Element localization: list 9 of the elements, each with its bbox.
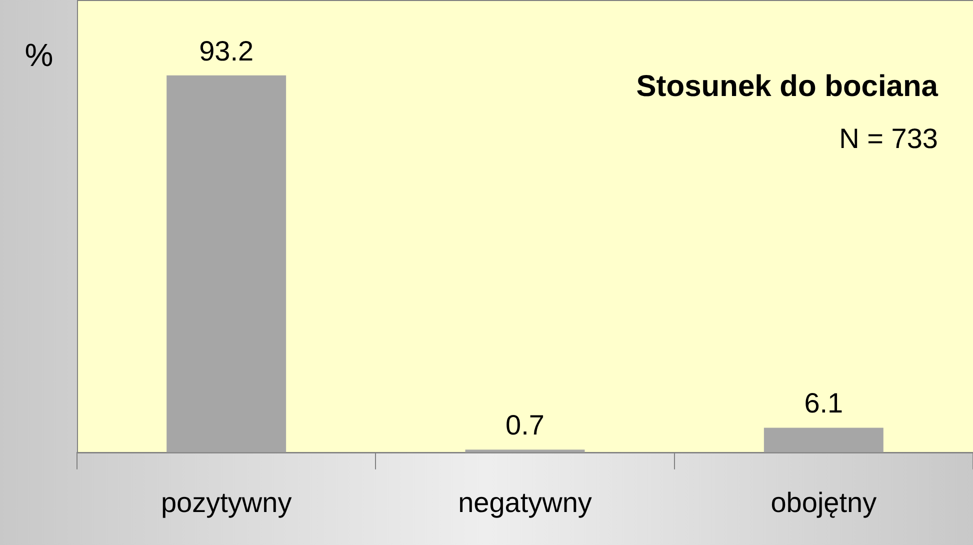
y-axis-title: % (24, 37, 54, 73)
chart-title: Stosunek do bociana (636, 70, 938, 103)
x-tick-label: pozytywny (160, 486, 292, 518)
data-label: 6.1 (804, 388, 844, 419)
x-tick-label: obojętny (770, 486, 877, 518)
x-tick-label: negatywny (458, 486, 592, 518)
data-label: 93.2 (199, 35, 254, 66)
text: N = 733 (839, 123, 938, 154)
data-label: 0.7 (506, 410, 544, 441)
